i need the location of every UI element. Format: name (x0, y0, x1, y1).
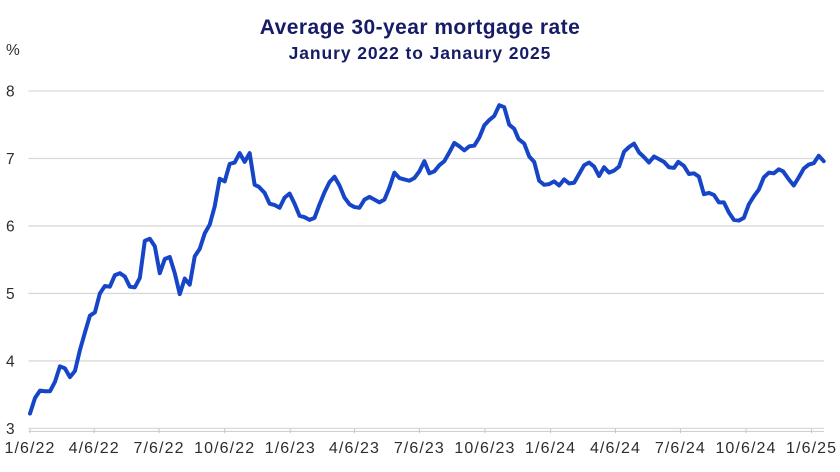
x-tick-label: 10/6/22 (194, 440, 255, 457)
y-tick-label: 3 (6, 421, 15, 438)
x-tick-label: 4/6/24 (590, 440, 641, 457)
x-tick-label: 4/6/22 (69, 440, 120, 457)
y-tick-label: 5 (6, 286, 15, 303)
x-tick-label: 7/6/23 (394, 440, 445, 457)
x-tick-label: 4/6/23 (329, 440, 380, 457)
x-tick-label: 10/6/23 (454, 440, 515, 457)
x-tick-label: 1/6/24 (525, 440, 576, 457)
y-tick-label: 8 (6, 84, 15, 101)
y-axis-unit-label: % (6, 42, 20, 59)
x-tick-label: 1/6/23 (265, 440, 316, 457)
x-tick-label: 7/6/22 (134, 440, 185, 457)
x-tick-label: 1/6/22 (4, 440, 55, 457)
x-tick-label: 1/6/25 (786, 440, 837, 457)
y-tick-label: 4 (6, 354, 15, 371)
x-tick-label: 10/6/24 (715, 440, 776, 457)
y-tick-label: 6 (6, 219, 15, 236)
y-tick-label: 7 (6, 151, 15, 168)
x-tick-label: 7/6/24 (655, 440, 706, 457)
mortgage-rate-line (28, 103, 826, 416)
